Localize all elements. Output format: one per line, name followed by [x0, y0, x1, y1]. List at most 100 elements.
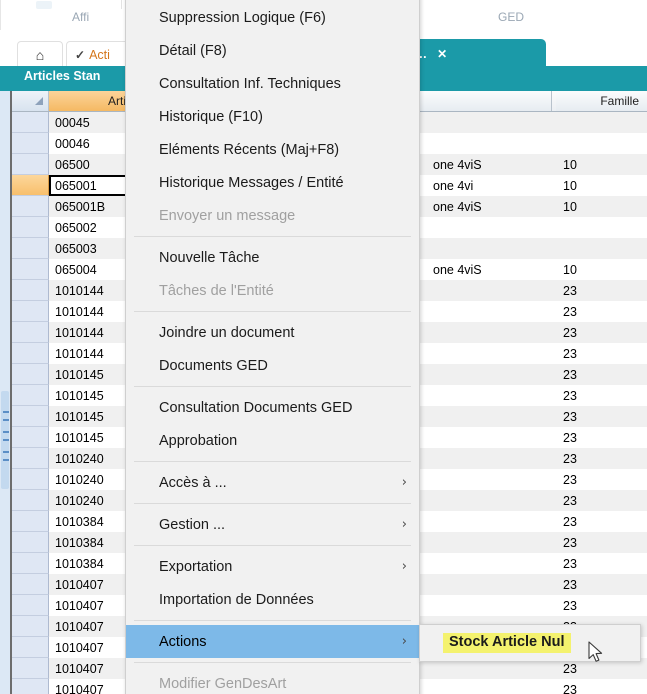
- cell-article[interactable]: 00046: [55, 136, 90, 151]
- cell-article[interactable]: 1010144: [55, 283, 104, 298]
- cell-designation[interactable]: one 4viS: [433, 199, 482, 214]
- row-selector-cell[interactable]: [11, 448, 49, 469]
- cell-famille[interactable]: 23: [563, 535, 577, 550]
- cell-famille[interactable]: 23: [563, 430, 577, 445]
- row-selector-cell[interactable]: [11, 595, 49, 616]
- cell-famille[interactable]: [556, 133, 647, 154]
- cell-famille[interactable]: 23: [563, 661, 577, 676]
- cell-famille[interactable]: 23: [563, 325, 577, 340]
- context-menu-item[interactable]: Historique (F10): [126, 100, 419, 133]
- cell-article[interactable]: 1010384: [55, 556, 104, 571]
- cell-article[interactable]: 1010145: [55, 430, 104, 445]
- cell-article[interactable]: 1010407: [55, 598, 104, 613]
- cell-article[interactable]: 1010407: [55, 577, 104, 592]
- row-selector-cell[interactable]: [11, 112, 49, 133]
- vertical-scrollbar-track[interactable]: [0, 91, 11, 694]
- cell-famille[interactable]: 23: [563, 472, 577, 487]
- cell-designation[interactable]: one 4vi: [433, 178, 474, 193]
- cell-famille[interactable]: 23: [563, 556, 577, 571]
- row-selector-cell[interactable]: [11, 343, 49, 364]
- cell-article[interactable]: 1010407: [55, 619, 104, 634]
- cell-famille[interactable]: 23: [563, 388, 577, 403]
- row-selector-cell[interactable]: [11, 280, 49, 301]
- row-selector-cell[interactable]: [11, 217, 49, 238]
- row-selector-cell[interactable]: [11, 616, 49, 637]
- cell-famille[interactable]: 23: [563, 283, 577, 298]
- cell-designation[interactable]: one 4viS: [433, 157, 482, 172]
- cell-article[interactable]: 1010240: [55, 451, 104, 466]
- row-selector-cell[interactable]: [11, 469, 49, 490]
- cell-famille[interactable]: 23: [563, 514, 577, 529]
- row-selector-cell[interactable]: [11, 238, 49, 259]
- close-icon[interactable]: ✕: [437, 46, 448, 61]
- context-menu-item[interactable]: Gestion ... ›: [126, 508, 419, 541]
- cell-famille[interactable]: 23: [563, 598, 577, 613]
- cell-famille[interactable]: 10: [563, 157, 577, 172]
- cell-famille[interactable]: 23: [563, 346, 577, 361]
- context-menu-item[interactable]: Documents GED: [126, 349, 419, 382]
- cell-article[interactable]: 1010384: [55, 514, 104, 529]
- cell-famille[interactable]: 23: [563, 304, 577, 319]
- context-menu-item[interactable]: Détail (F8): [126, 34, 419, 67]
- context-menu-item[interactable]: Nouvelle Tâche: [126, 241, 419, 274]
- cell-article[interactable]: 065001B: [55, 199, 106, 214]
- cell-article[interactable]: 1010144: [55, 325, 104, 340]
- row-selector-cell[interactable]: [11, 490, 49, 511]
- cell-famille[interactable]: 23: [563, 682, 577, 694]
- row-selector-cell[interactable]: [11, 301, 49, 322]
- submenu-item-stock-article-nul[interactable]: Stock Article Nul: [420, 628, 640, 658]
- cell-article[interactable]: 065002: [55, 220, 97, 235]
- cell-article[interactable]: 1010145: [55, 388, 104, 403]
- row-selector-cell[interactable]: [11, 553, 49, 574]
- context-menu-item[interactable]: Exportation ›: [126, 550, 419, 583]
- row-selector-cell[interactable]: [11, 427, 49, 448]
- cell-article[interactable]: 1010407: [55, 640, 104, 655]
- cell-famille[interactable]: [556, 112, 647, 133]
- cell-article[interactable]: 06500: [55, 157, 90, 172]
- cell-famille[interactable]: 10: [563, 178, 577, 193]
- row-selector-cell[interactable]: [11, 679, 49, 694]
- cell-article[interactable]: 1010384: [55, 535, 104, 550]
- cell-article[interactable]: 1010145: [55, 367, 104, 382]
- row-selector-cell[interactable]: [11, 385, 49, 406]
- cell-article[interactable]: 00045: [55, 115, 90, 130]
- cell-article[interactable]: 065004: [55, 262, 97, 277]
- grid-select-all-corner[interactable]: [11, 91, 49, 111]
- cell-article[interactable]: 1010407: [55, 682, 104, 694]
- context-menu-item[interactable]: Joindre un document: [126, 316, 419, 349]
- column-header-famille[interactable]: Famille: [556, 91, 647, 111]
- row-selector-cell[interactable]: [11, 259, 49, 280]
- row-selector-cell[interactable]: [11, 175, 49, 196]
- cell-article[interactable]: 1010145: [55, 409, 104, 424]
- context-menu-item[interactable]: Eléments Récents (Maj+F8): [126, 133, 419, 166]
- context-menu-item[interactable]: Actions ›: [126, 625, 419, 658]
- cell-famille[interactable]: [556, 217, 647, 238]
- cell-article[interactable]: 065001: [55, 178, 97, 193]
- row-selector-cell[interactable]: [11, 532, 49, 553]
- context-menu-item[interactable]: Importation de Données: [126, 583, 419, 616]
- column-header-article[interactable]: Arti: [49, 91, 133, 111]
- cell-famille[interactable]: 23: [563, 367, 577, 382]
- row-selector-cell[interactable]: [11, 133, 49, 154]
- cell-article[interactable]: 1010240: [55, 493, 104, 508]
- row-selector-cell[interactable]: [11, 322, 49, 343]
- row-selector-cell[interactable]: [11, 574, 49, 595]
- cell-famille[interactable]: 10: [563, 262, 577, 277]
- row-selector-cell[interactable]: [11, 154, 49, 175]
- cell-famille[interactable]: 23: [563, 409, 577, 424]
- context-menu-item[interactable]: Approbation: [126, 424, 419, 457]
- context-menu-item[interactable]: Suppression Logique (F6): [126, 1, 419, 34]
- cell-famille[interactable]: [556, 238, 647, 259]
- row-selector-cell[interactable]: [11, 406, 49, 427]
- ribbon-icon-placeholder[interactable]: [36, 1, 52, 9]
- row-selector-cell[interactable]: [11, 196, 49, 217]
- cell-article[interactable]: 1010144: [55, 304, 104, 319]
- cell-famille[interactable]: 23: [563, 493, 577, 508]
- context-menu-item[interactable]: Historique Messages / Entité: [126, 166, 419, 199]
- context-menu-item[interactable]: Consultation Inf. Techniques: [126, 67, 419, 100]
- cell-article[interactable]: 1010407: [55, 661, 104, 676]
- context-menu-item[interactable]: Consultation Documents GED: [126, 391, 419, 424]
- cell-famille[interactable]: 23: [563, 577, 577, 592]
- cell-article[interactable]: 1010240: [55, 472, 104, 487]
- cell-article[interactable]: 1010144: [55, 346, 104, 361]
